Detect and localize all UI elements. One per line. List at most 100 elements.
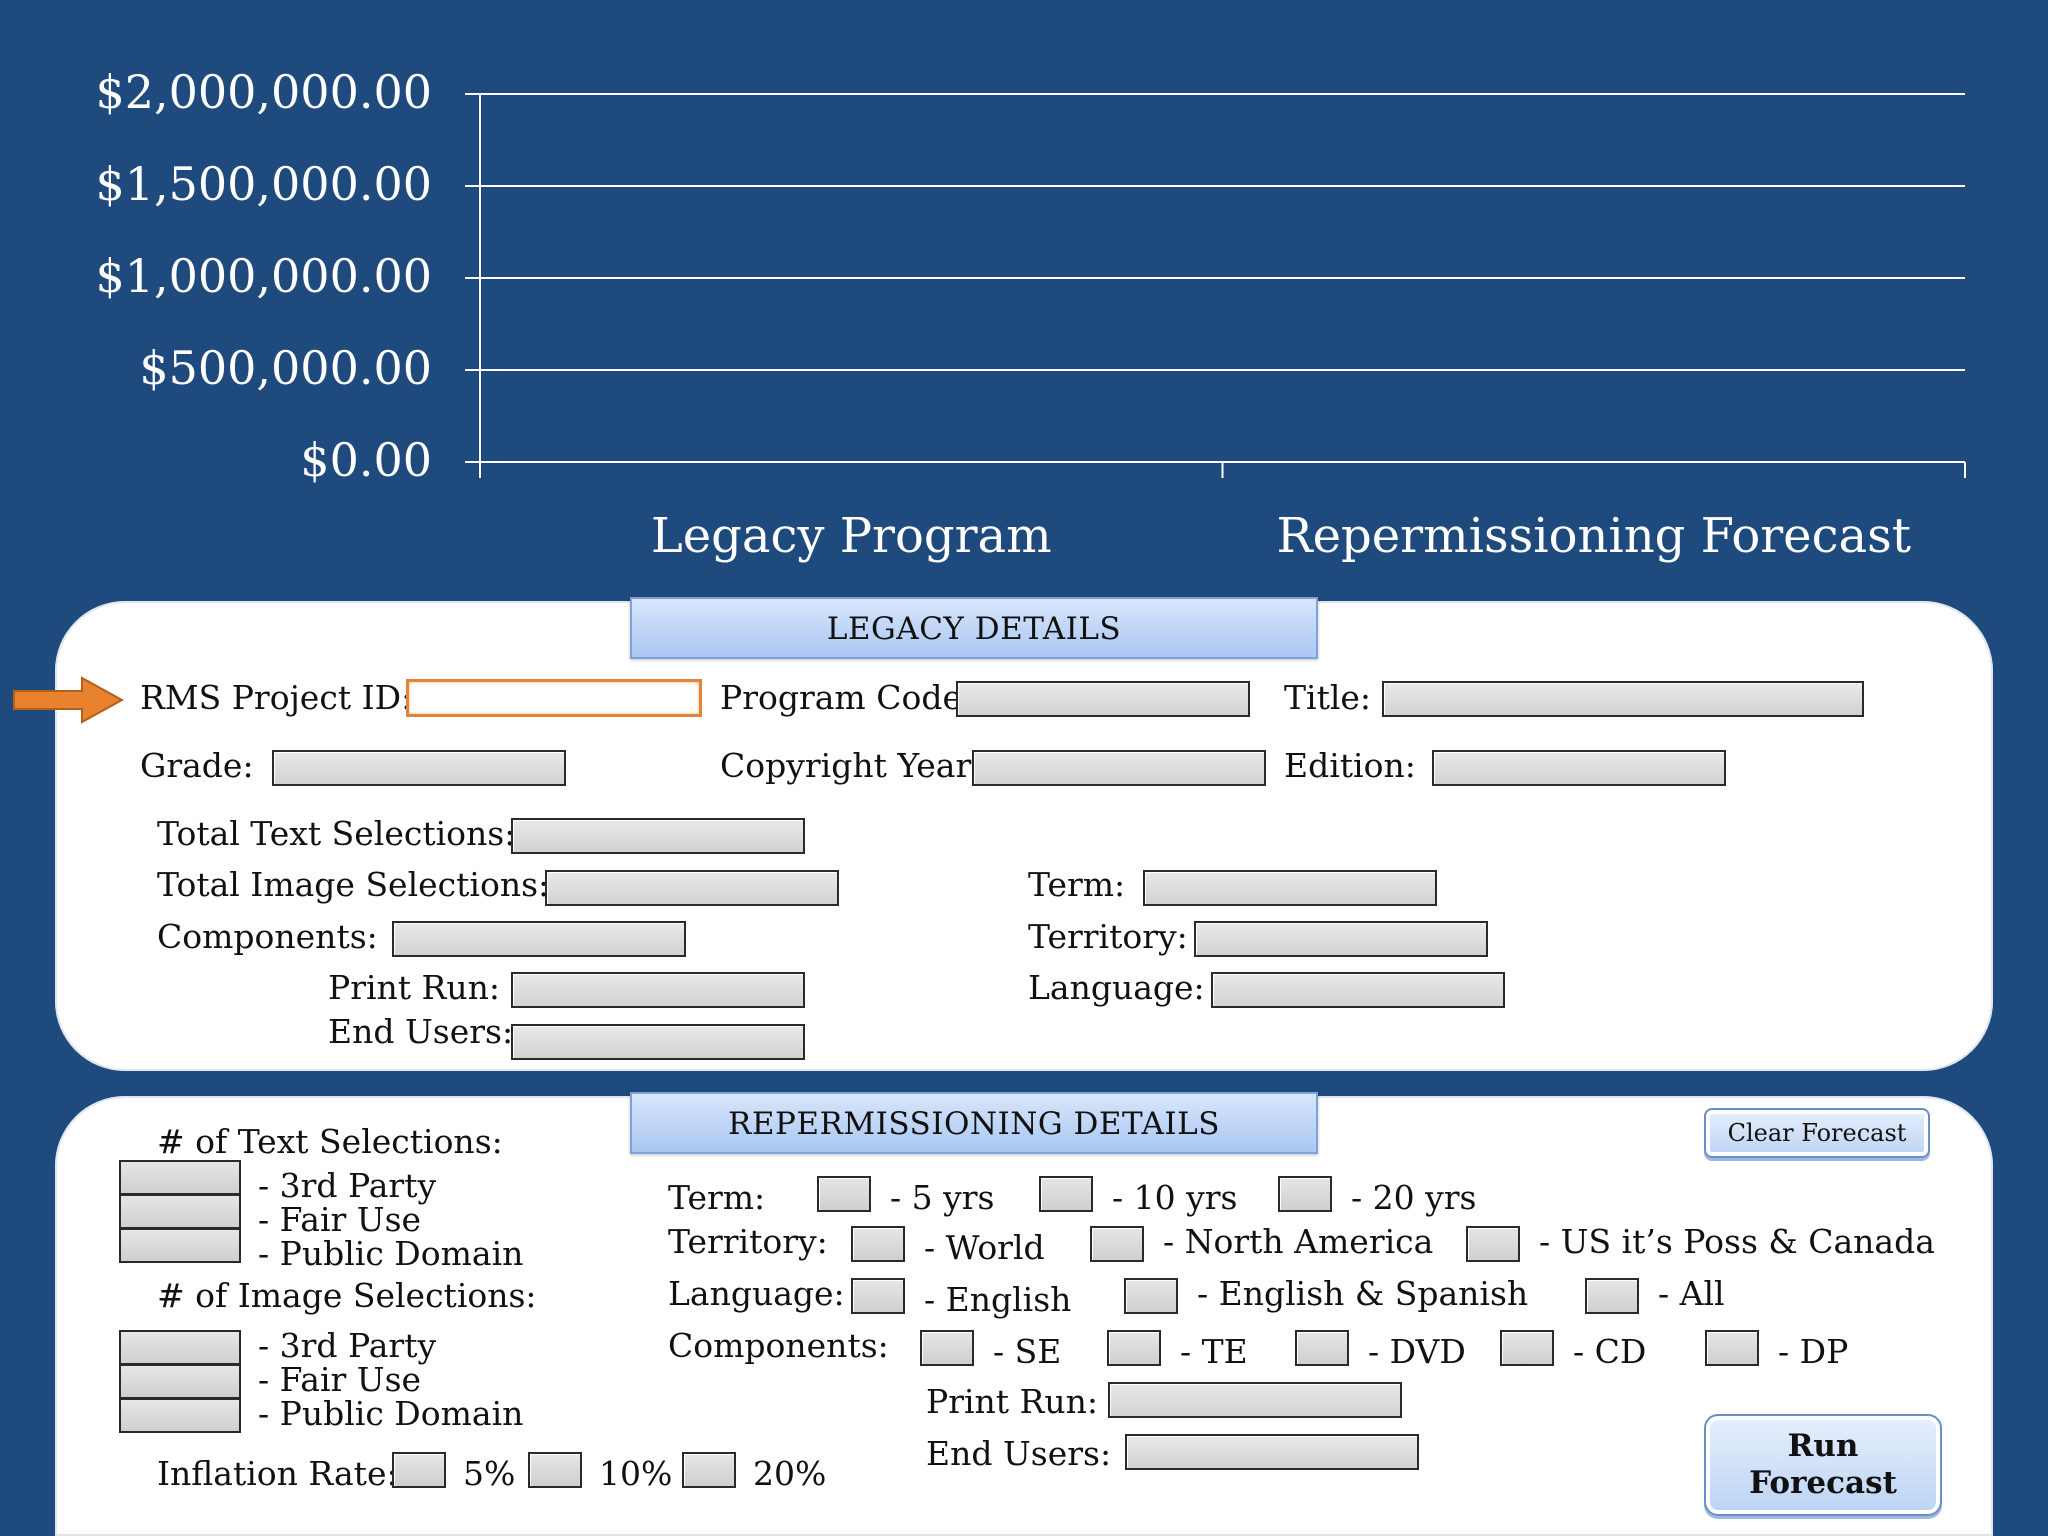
edition-field[interactable] <box>1432 750 1726 786</box>
y-tick-label: $500,000.00 <box>139 341 432 395</box>
term-20-yrs-checkbox[interactable] <box>1278 1176 1332 1212</box>
inflation-5-label: 5% <box>463 1454 516 1493</box>
image-public-domain-label: - Public Domain <box>258 1394 524 1433</box>
term-10-yrs-checkbox[interactable] <box>1039 1176 1093 1212</box>
x-category-label: Legacy Program <box>651 508 1052 564</box>
term-20-yrs-label: - 20 yrs <box>1351 1178 1477 1217</box>
components-cd-checkbox[interactable] <box>1500 1330 1554 1366</box>
repermissioning-details-panel <box>55 1096 1993 1536</box>
text-fair-use-label: - Fair Use <box>258 1200 422 1239</box>
components-te-checkbox[interactable] <box>1107 1330 1161 1366</box>
run-forecast-line1: Run <box>1787 1428 1859 1464</box>
reperm-language-label: Language: <box>668 1274 845 1313</box>
title-label: Title: <box>1284 678 1372 717</box>
text-public-domain-label: - Public Domain <box>258 1234 524 1273</box>
language-english-label: - English <box>924 1280 1072 1319</box>
image-fair-use-label: - Fair Use <box>258 1360 422 1399</box>
components-se-label: - SE <box>993 1332 1062 1371</box>
reperm-term-label: Term: <box>668 1178 766 1217</box>
end-users-label: End Users: <box>328 1012 514 1051</box>
chart-axes <box>479 94 1966 478</box>
language-field[interactable] <box>1211 972 1505 1008</box>
term-field[interactable] <box>1143 870 1437 906</box>
rms-project-id-label: RMS Project ID: <box>140 678 413 717</box>
language-english-spanish-label: - English & Spanish <box>1197 1274 1529 1313</box>
image-selections-label: # of Image Selections: <box>157 1276 537 1315</box>
copyright-year-field[interactable] <box>972 750 1266 786</box>
components-te-label: - TE <box>1180 1332 1248 1371</box>
y-tick-label: $1,000,000.00 <box>95 249 432 303</box>
inflation-20-label: 20% <box>753 1454 827 1493</box>
text-fair-use-field[interactable] <box>119 1194 241 1229</box>
clear-forecast-button[interactable]: Clear Forecast <box>1704 1108 1930 1158</box>
end-users-field[interactable] <box>511 1024 805 1060</box>
components-dp-label: - DP <box>1778 1332 1849 1371</box>
territory-us-canada-label: - US it’s Poss & Canada <box>1539 1222 1935 1261</box>
rms-project-id-input[interactable] <box>406 679 702 717</box>
inflation-rate-label: Inflation Rate: <box>157 1454 398 1493</box>
total-image-selections-label: Total Image Selections: <box>157 865 550 904</box>
edition-label: Edition: <box>1284 746 1416 785</box>
components-se-checkbox[interactable] <box>920 1330 974 1366</box>
title-field[interactable] <box>1382 681 1864 717</box>
components-field[interactable] <box>392 921 686 957</box>
y-tick-label: $1,500,000.00 <box>95 157 432 211</box>
text-3rd-party-label: - 3rd Party <box>258 1166 437 1205</box>
term-5-yrs-label: - 5 yrs <box>890 1178 995 1217</box>
chart-y-tick-labels: $0.00 $500,000.00 $1,000,000.00 $1,500,000.… <box>95 65 432 487</box>
language-all-checkbox[interactable] <box>1585 1278 1639 1314</box>
inflation-5-checkbox[interactable] <box>392 1452 446 1488</box>
total-text-selections-label: Total Text Selections: <box>157 814 516 853</box>
y-tick-label: $2,000,000.00 <box>95 65 432 119</box>
term-10-yrs-label: - 10 yrs <box>1112 1178 1238 1217</box>
text-3rd-party-field[interactable] <box>119 1160 241 1195</box>
grade-field[interactable] <box>272 750 566 786</box>
territory-field[interactable] <box>1194 921 1488 957</box>
chart-x-category-labels: Legacy Program Repermissioning Forecast <box>651 508 1911 564</box>
run-forecast-button[interactable]: Run Forecast <box>1704 1414 1942 1516</box>
grade-label: Grade: <box>140 746 254 785</box>
reperm-end-users-field[interactable] <box>1125 1434 1419 1470</box>
territory-us-canada-checkbox[interactable] <box>1466 1226 1520 1262</box>
territory-north-america-checkbox[interactable] <box>1090 1226 1144 1262</box>
run-forecast-line2: Forecast <box>1749 1465 1897 1501</box>
territory-world-label: - World <box>924 1228 1045 1267</box>
x-category-label: Repermissioning Forecast <box>1276 508 1911 564</box>
chart-gridlines <box>465 93 1965 463</box>
term-5-yrs-checkbox[interactable] <box>817 1176 871 1212</box>
components-dp-checkbox[interactable] <box>1705 1330 1759 1366</box>
reperm-print-run-label: Print Run: <box>926 1382 1099 1421</box>
inflation-10-checkbox[interactable] <box>528 1452 582 1488</box>
repermissioning-details-header: REPERMISSIONING DETAILS <box>630 1092 1318 1154</box>
program-code-label: Program Code: <box>720 678 974 717</box>
language-english-checkbox[interactable] <box>851 1278 905 1314</box>
total-text-selections-field[interactable] <box>511 818 805 854</box>
print-run-field[interactable] <box>511 972 805 1008</box>
program-code-field[interactable] <box>956 681 1250 717</box>
language-label: Language: <box>1028 968 1205 1007</box>
image-fair-use-field[interactable] <box>119 1364 241 1399</box>
territory-label: Territory: <box>1028 917 1188 956</box>
legacy-details-header: LEGACY DETAILS <box>630 597 1318 659</box>
image-public-domain-field[interactable] <box>119 1398 241 1433</box>
components-cd-label: - CD <box>1573 1332 1647 1371</box>
revenue-chart: $0.00 $500,000.00 $1,000,000.00 $1,500,000.… <box>95 65 1966 564</box>
image-3rd-party-field[interactable] <box>119 1330 241 1365</box>
reperm-territory-label: Territory: <box>668 1222 828 1261</box>
territory-north-america-label: - North America <box>1163 1222 1434 1261</box>
language-english-spanish-checkbox[interactable] <box>1124 1278 1178 1314</box>
inflation-10-label: 10% <box>599 1454 673 1493</box>
components-dvd-checkbox[interactable] <box>1295 1330 1349 1366</box>
total-image-selections-field[interactable] <box>545 870 839 906</box>
text-public-domain-field[interactable] <box>119 1228 241 1263</box>
inflation-20-checkbox[interactable] <box>682 1452 736 1488</box>
language-all-label: - All <box>1658 1274 1725 1313</box>
copyright-year-label: Copyright Year: <box>720 746 983 785</box>
components-label: Components: <box>157 917 378 956</box>
components-dvd-label: - DVD <box>1368 1332 1466 1371</box>
reperm-components-label: Components: <box>668 1326 889 1365</box>
image-3rd-party-label: - 3rd Party <box>258 1326 437 1365</box>
text-selections-label: # of Text Selections: <box>157 1122 503 1161</box>
territory-world-checkbox[interactable] <box>851 1226 905 1262</box>
reperm-print-run-field[interactable] <box>1108 1382 1402 1418</box>
